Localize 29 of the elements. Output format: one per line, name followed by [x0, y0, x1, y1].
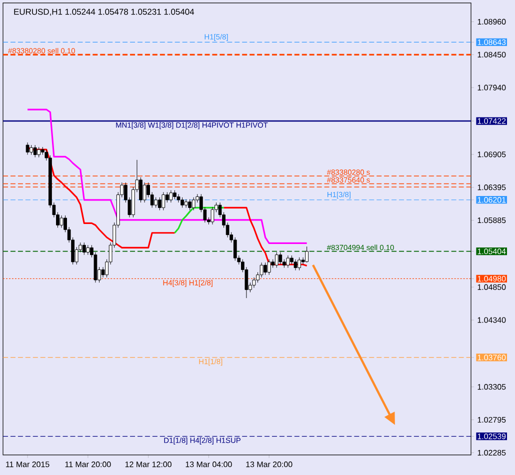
candlestick: [162, 192, 166, 211]
candlestick: [305, 246, 309, 263]
candlestick: [173, 190, 176, 200]
candlestick: [233, 237, 237, 261]
candlestick: [278, 252, 282, 265]
candlestick: [158, 197, 162, 211]
candlestick: [184, 199, 188, 208]
candlestick: [260, 262, 264, 278]
candlestick: [188, 199, 192, 211]
candlestick: [274, 252, 278, 268]
candlestick: [298, 257, 301, 271]
candlestick: [264, 262, 267, 276]
candlestick: [82, 242, 86, 256]
candlestick: [37, 146, 41, 158]
candlestick: [192, 197, 196, 211]
candlestick: [210, 206, 214, 225]
candlestick: [26, 142, 30, 155]
candlestick: [60, 215, 64, 228]
candlestick: [154, 197, 158, 208]
text: EURUSD,H1 1.05244 1.05478 1.05231 1.05404: [14, 8, 194, 16]
candlestick: [267, 259, 271, 276]
candlestick: [86, 244, 90, 256]
candlestick: [294, 259, 298, 271]
candlestick: [286, 255, 290, 268]
candlestick: [180, 197, 184, 208]
candlestick: [30, 144, 33, 155]
candlestick: [169, 190, 173, 203]
candlestick: [33, 144, 37, 158]
candlestick: [142, 182, 146, 203]
